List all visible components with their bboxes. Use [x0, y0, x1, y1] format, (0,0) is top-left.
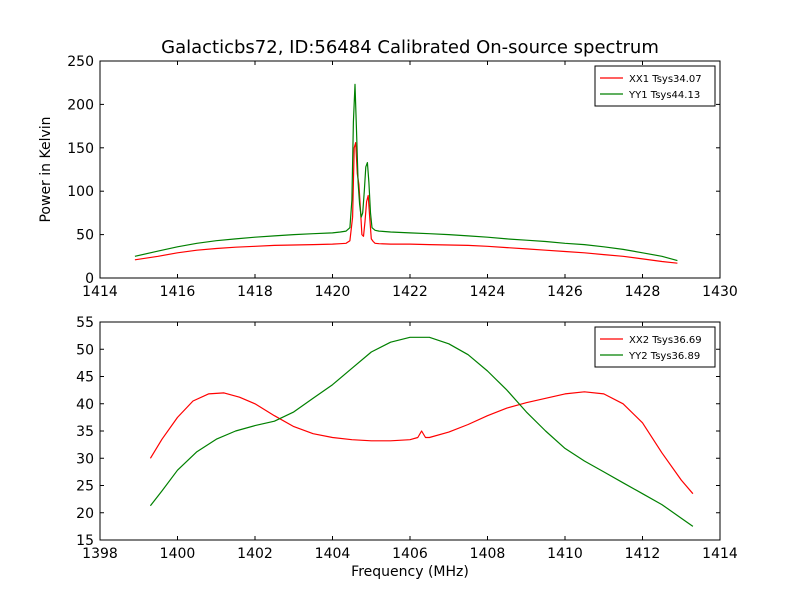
x-tick-label: 1412 [625, 546, 661, 562]
y-tick-label: 200 [67, 97, 94, 113]
x-axis-label: Frequency (MHz) [351, 564, 469, 580]
chart-title: Galacticbs72, ID:56484 Calibrated On-sou… [161, 37, 659, 58]
x-tick-label: 1416 [160, 284, 196, 300]
y-tick-label: 55 [76, 315, 94, 331]
legend-label-1: XX2 Tsys36.69 [629, 335, 702, 346]
x-tick-label: 1400 [160, 546, 196, 562]
y-tick-label: 250 [67, 54, 94, 70]
y-tick-label: 0 [85, 271, 94, 287]
legend: XX2 Tsys36.69 YY2 Tsys36.89 [594, 326, 716, 368]
x-tick-label: 1420 [315, 284, 351, 300]
legend-label-2: YY2 Tsys36.89 [628, 351, 700, 362]
series-line-1 [134, 142, 678, 264]
x-tick-label: 1408 [470, 546, 506, 562]
x-tick-label: 1398 [82, 546, 118, 562]
x-tick-label: 1430 [702, 284, 738, 300]
legend-label-2: YY1 Tsys44.13 [628, 90, 700, 101]
y-tick-label: 150 [67, 141, 94, 157]
y-tick-label: 45 [76, 370, 94, 386]
y-axis-label: Power in Kelvin [38, 116, 54, 222]
legend: XX1 Tsys34.07 YY1 Tsys44.13 [594, 65, 716, 107]
chart-panel-2: 1398 1400 1402 1404 1406 1408 1410 1412 1414 15 20… [76, 315, 738, 580]
legend-box [594, 326, 716, 368]
series-line-2 [149, 336, 694, 527]
y-tick-label: 25 [76, 479, 94, 495]
x-tick-label: 1402 [237, 546, 273, 562]
y-tick-label: 35 [76, 424, 94, 440]
x-tick-label: 1422 [392, 284, 428, 300]
legend-label-1: XX1 Tsys34.07 [629, 74, 702, 85]
x-tick-label: 1404 [315, 546, 351, 562]
series-line-2 [134, 83, 678, 262]
y-tick-label: 40 [76, 397, 94, 413]
y-tick-label: 50 [76, 342, 94, 358]
x-tick-label: 1414 [82, 284, 118, 300]
y-tick-label: 20 [76, 506, 94, 522]
chart-panel-1: 1414 1416 1418 1420 1422 1424 1426 1428 1430 0 50 1… [38, 37, 738, 300]
y-tick-label: 100 [67, 184, 94, 200]
x-tick-label: 1414 [702, 546, 738, 562]
x-tick-label: 1424 [470, 284, 506, 300]
x-tick-label: 1426 [547, 284, 583, 300]
x-tick-label: 1418 [237, 284, 273, 300]
legend-box [594, 65, 716, 107]
x-tick-label: 1410 [547, 546, 583, 562]
y-tick-label: 30 [76, 451, 94, 467]
series-line-1 [149, 391, 694, 495]
y-tick-label: 50 [76, 228, 94, 244]
x-tick-label: 1406 [392, 546, 428, 562]
x-tick-label: 1428 [625, 284, 661, 300]
y-tick-label: 15 [76, 533, 94, 549]
